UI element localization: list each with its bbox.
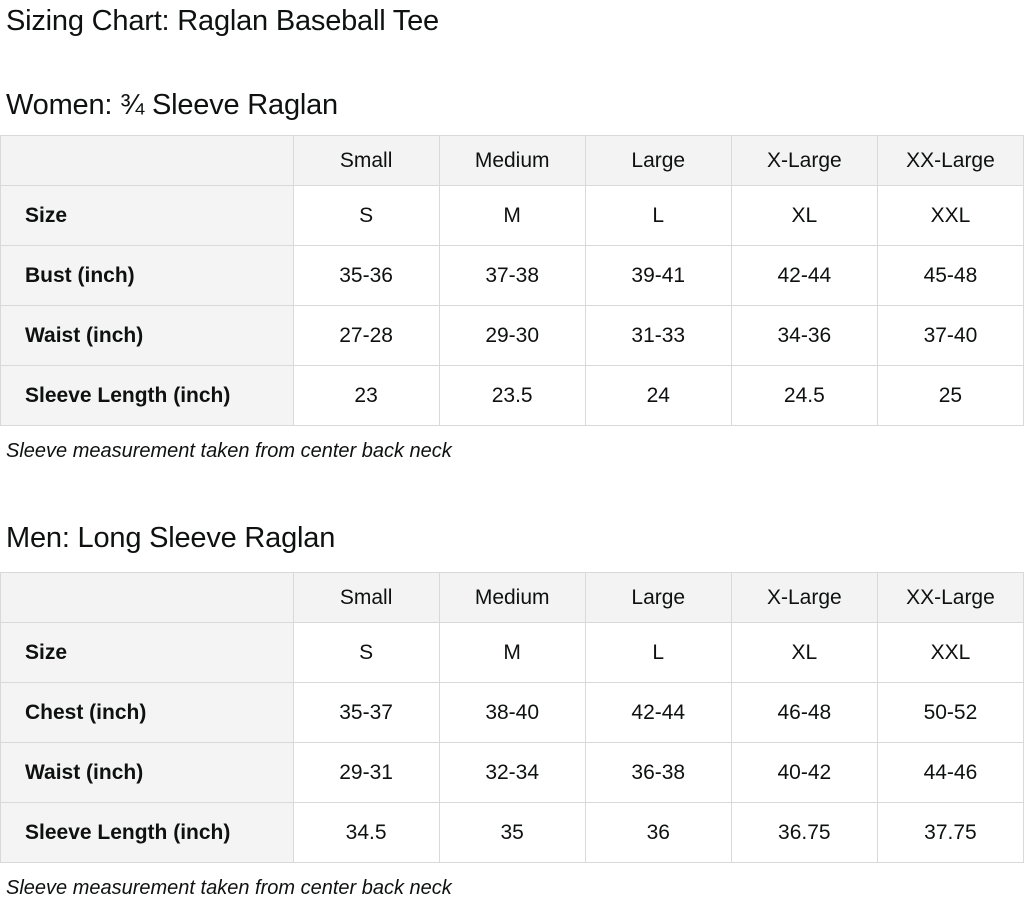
women-section: Women: ¾ Sleeve Raglan Small Medium Larg… [0,87,1024,464]
table-cell: 38-40 [438,682,586,743]
women-section-heading: Women: ¾ Sleeve Raglan [6,89,338,121]
table-cell: 23.5 [438,365,586,426]
men-col-header-x-large: X-Large [730,572,878,623]
men-chest-row-label: Chest (inch) [0,682,294,743]
table-cell: M [438,622,586,683]
table-cell: 45-48 [876,245,1024,306]
women-col-header-x-large: X-Large [730,135,878,186]
women-sleeve-row: Sleeve Length (inch) 23 23.5 24 24.5 25 [0,365,1024,426]
men-size-row: Size S M L XL XXL [0,622,1024,683]
table-cell: 24 [584,365,732,426]
women-bust-row: Bust (inch) 35-36 37-38 39-41 42-44 45-4… [0,245,1024,306]
men-header-row: Small Medium Large X-Large XX-Large [0,572,1024,623]
table-cell: M [438,185,586,246]
table-cell: 36-38 [584,742,732,803]
table-cell: 39-41 [584,245,732,306]
table-cell: 25 [876,365,1024,426]
page-title: Sizing Chart: Raglan Baseball Tee [6,5,439,37]
men-col-header-large: Large [584,572,732,623]
men-chest-row: Chest (inch) 35-37 38-40 42-44 46-48 50-… [0,682,1024,743]
table-cell: 50-52 [876,682,1024,743]
women-size-table: Small Medium Large X-Large XX-Large Size… [0,135,1024,426]
women-corner-cell [0,135,294,186]
men-size-row-label: Size [0,622,294,683]
women-waist-row-label: Waist (inch) [0,305,294,366]
table-cell: XL [730,622,878,683]
table-cell: 32-34 [438,742,586,803]
table-cell: XL [730,185,878,246]
table-cell: XXL [876,185,1024,246]
table-cell: XXL [876,622,1024,683]
table-cell: 42-44 [584,682,732,743]
women-size-row-label: Size [0,185,294,246]
table-cell: 37.75 [876,802,1024,863]
table-cell: 46-48 [730,682,878,743]
women-sleeve-note: Sleeve measurement taken from center bac… [6,440,452,462]
men-section: Men: Long Sleeve Raglan Small Medium Lar… [0,520,1024,898]
men-size-table: Small Medium Large X-Large XX-Large Size… [0,572,1024,863]
women-waist-row: Waist (inch) 27-28 29-30 31-33 34-36 37-… [0,305,1024,366]
women-col-header-medium: Medium [438,135,586,186]
table-cell: 29-31 [292,742,440,803]
men-col-header-xx-large: XX-Large [876,572,1024,623]
women-col-header-xx-large: XX-Large [876,135,1024,186]
table-cell: 35-37 [292,682,440,743]
table-cell: 34.5 [292,802,440,863]
men-sleeve-note: Sleeve measurement taken from center bac… [6,877,452,898]
men-waist-row-label: Waist (inch) [0,742,294,803]
men-col-header-small: Small [292,572,440,623]
women-bust-row-label: Bust (inch) [0,245,294,306]
men-sleeve-row-label: Sleeve Length (inch) [0,802,294,863]
table-cell: 29-30 [438,305,586,366]
men-corner-cell [0,572,294,623]
table-cell: 35-36 [292,245,440,306]
women-col-header-large: Large [584,135,732,186]
table-cell: L [584,185,732,246]
men-section-heading: Men: Long Sleeve Raglan [6,522,336,554]
table-cell: L [584,622,732,683]
table-cell: 37-38 [438,245,586,306]
table-cell: 27-28 [292,305,440,366]
table-cell: 40-42 [730,742,878,803]
men-waist-row: Waist (inch) 29-31 32-34 36-38 40-42 44-… [0,742,1024,803]
table-cell: 24.5 [730,365,878,426]
table-cell: 36.75 [730,802,878,863]
women-sleeve-row-label: Sleeve Length (inch) [0,365,294,426]
women-size-row: Size S M L XL XXL [0,185,1024,246]
table-cell: 44-46 [876,742,1024,803]
men-col-header-medium: Medium [438,572,586,623]
women-col-header-small: Small [292,135,440,186]
men-sleeve-row: Sleeve Length (inch) 34.5 35 36 36.75 37… [0,802,1024,863]
table-cell: 34-36 [730,305,878,366]
table-cell: S [292,185,440,246]
table-cell: 42-44 [730,245,878,306]
table-cell: 23 [292,365,440,426]
women-header-row: Small Medium Large X-Large XX-Large [0,135,1024,186]
table-cell: 35 [438,802,586,863]
table-cell: 31-33 [584,305,732,366]
table-cell: 37-40 [876,305,1024,366]
table-cell: S [292,622,440,683]
table-cell: 36 [584,802,732,863]
